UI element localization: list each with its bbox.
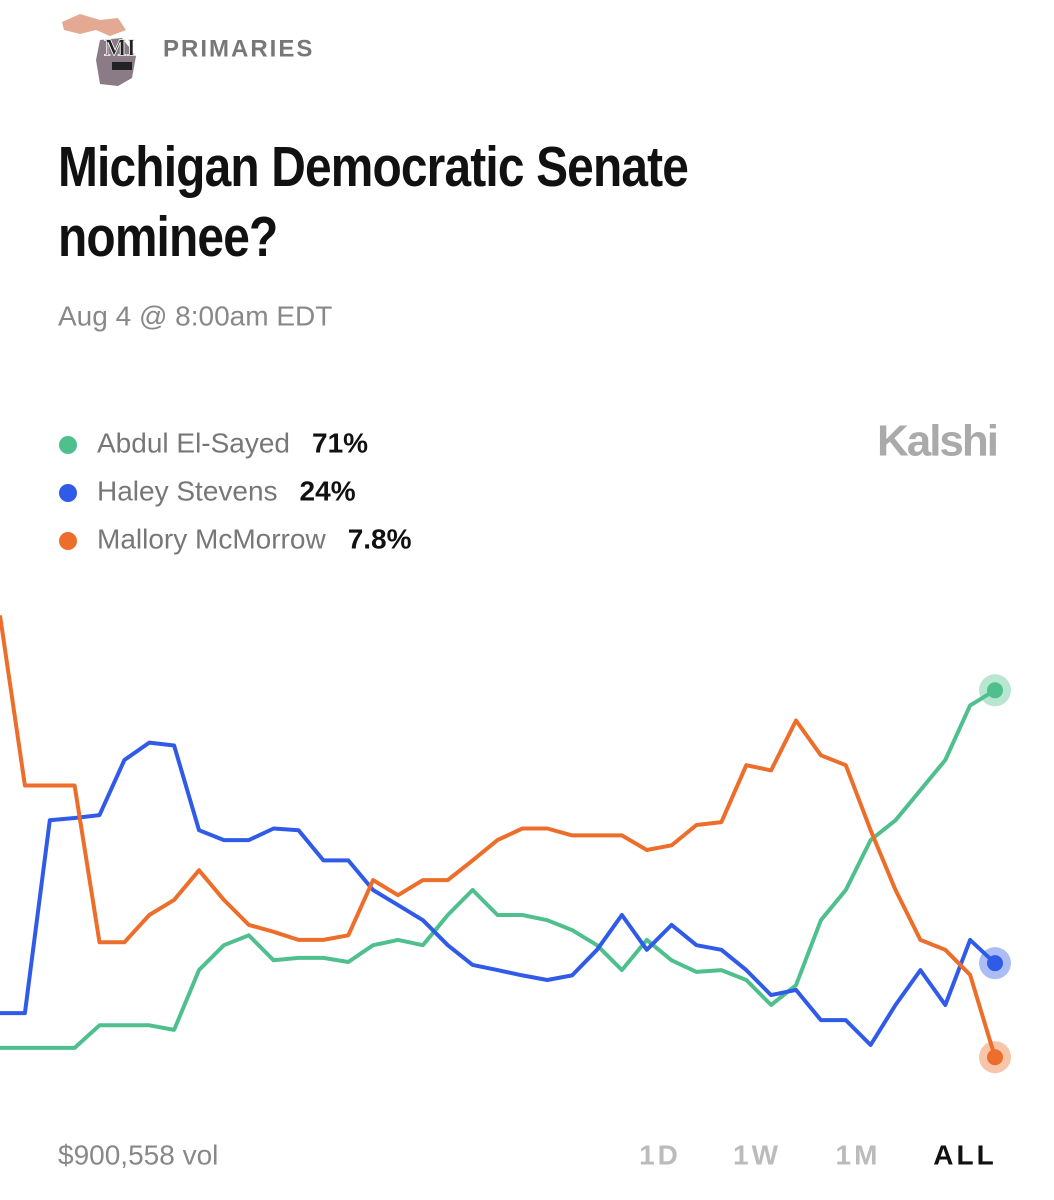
series-line xyxy=(0,688,997,1050)
market-date: Aug 4 @ 8:00am EDT xyxy=(58,300,332,331)
end-point xyxy=(987,682,1003,699)
brand-logo: Kalshi xyxy=(877,417,997,466)
legend-name: Mallory McMorrow xyxy=(97,523,326,554)
series-line xyxy=(0,615,997,1058)
legend-dot xyxy=(59,532,77,550)
state-icon: MI xyxy=(62,14,136,86)
range-button[interactable]: 1D xyxy=(639,1139,681,1170)
range-button[interactable]: 1W xyxy=(733,1139,781,1170)
legend-value: 71% xyxy=(312,427,368,458)
range-button[interactable]: ALL xyxy=(933,1139,996,1170)
category-label: PRIMARIES xyxy=(163,35,314,62)
range-button[interactable]: 1M xyxy=(836,1139,881,1170)
end-point xyxy=(987,955,1003,972)
icon-text: MI xyxy=(104,36,136,62)
volume: $900,558 vol xyxy=(58,1139,218,1170)
plot xyxy=(0,615,1011,1074)
legend-name: Haley Stevens xyxy=(97,475,278,506)
legend: Abdul El-Sayed 71% Haley Stevens 24% Mallory… xyxy=(59,427,412,554)
legend-value: 24% xyxy=(300,475,356,506)
end-point xyxy=(987,1049,1003,1066)
legend-dot xyxy=(59,484,77,502)
series-line xyxy=(0,740,997,1047)
market-title: Michigan Democratic Senate nominee? xyxy=(58,135,689,269)
range-selector: 1D 1W 1M ALL xyxy=(639,1139,996,1170)
legend-value: 7.8% xyxy=(348,523,412,554)
legend-dot xyxy=(59,436,77,454)
legend-name: Abdul El-Sayed xyxy=(97,427,290,458)
